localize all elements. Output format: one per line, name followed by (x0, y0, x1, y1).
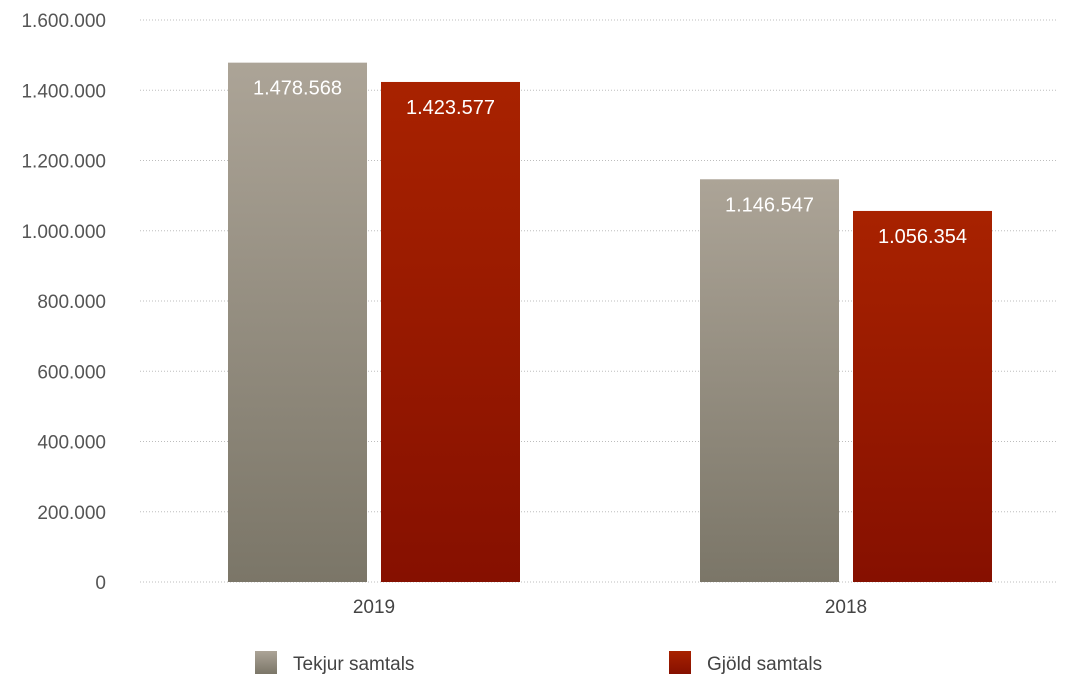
y-axis-tick-labels: 0 200.000 400.000 600.000 800.000 1.000.000 1.… (21, 11, 106, 594)
x-category-label: 2019 (353, 597, 395, 618)
y-tick-label: 600.000 (37, 362, 106, 383)
legend-label: Gjöld samtals (707, 654, 822, 675)
y-tick-label: 200.000 (37, 503, 106, 524)
data-label: 1.146.547 (725, 194, 814, 216)
data-label: 1.056.354 (878, 226, 967, 248)
legend-swatch (669, 651, 691, 674)
x-category-label: 2018 (825, 597, 867, 618)
y-tick-label: 1.000.000 (21, 222, 106, 243)
bar-2019-series-1 (381, 81, 520, 583)
bar-2018-series-1 (853, 210, 992, 582)
y-tick-label: 800.000 (37, 292, 106, 313)
legend-label: Tekjur samtals (293, 654, 414, 675)
legend: Tekjur samtals Gjöld samtals (255, 651, 822, 675)
data-labels: 1.478.568 1.423.577 1.146.547 1.056.354 (253, 78, 967, 248)
y-tick-label: 1.200.000 (21, 152, 106, 173)
y-tick-label: 0 (95, 573, 106, 594)
legend-swatch (255, 651, 277, 674)
bar-2018-series-0 (700, 179, 839, 582)
x-axis-category-labels: 2019 2018 (353, 597, 867, 618)
y-tick-label: 1.600.000 (21, 11, 106, 32)
y-tick-label: 1.400.000 (21, 81, 106, 102)
data-label: 1.423.577 (406, 97, 495, 119)
y-tick-label: 400.000 (37, 433, 106, 454)
data-label: 1.478.568 (253, 78, 342, 100)
bars (228, 62, 992, 583)
bar-2019-series-0 (228, 62, 367, 582)
